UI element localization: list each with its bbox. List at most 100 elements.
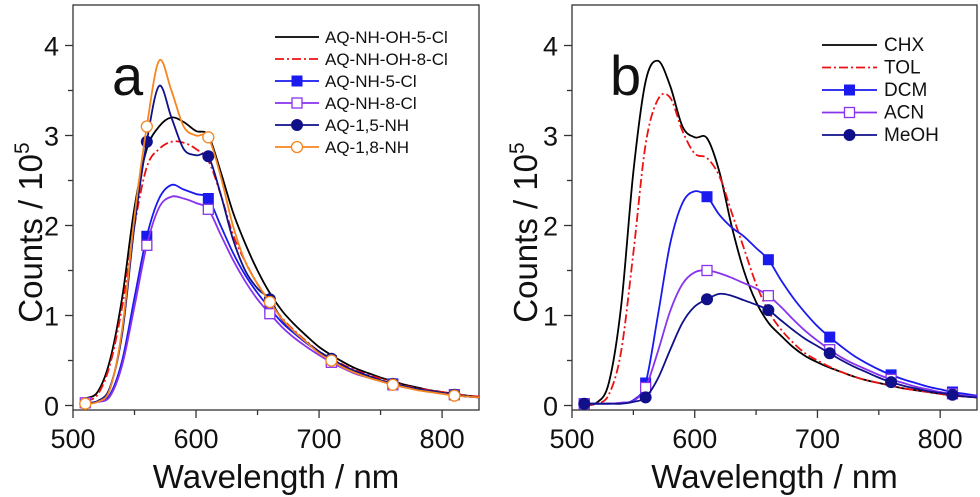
legend-label: CHX: [884, 35, 924, 56]
data-point-marker: [140, 120, 153, 133]
legend-item: CHX: [822, 35, 924, 56]
y-tick-label: 2: [44, 212, 59, 242]
legend-marker-swatch: [291, 97, 303, 109]
data-point-marker: [448, 389, 461, 402]
x-tick-label: 700: [795, 424, 840, 454]
panel-b-plot-frame: [571, 4, 978, 411]
y-tick-label: 1: [543, 302, 558, 332]
data-point-marker: [762, 254, 774, 266]
legend-item: ACN: [822, 103, 924, 124]
legend-marker-swatch: [290, 140, 304, 154]
data-point-marker: [325, 354, 338, 367]
data-point-marker: [639, 391, 652, 404]
series-line-aq-nh-5-cl: [85, 183, 479, 404]
x-tick-label: 700: [297, 424, 342, 454]
legend-marker-swatch: [291, 119, 303, 131]
legend-label: AQ-1,8-NH: [325, 138, 409, 157]
y-tick-label: 0: [543, 392, 558, 422]
data-point-marker: [701, 191, 713, 203]
x-tick-label: 500: [549, 424, 594, 454]
data-point-marker: [824, 331, 836, 343]
panel-a-x-ticks: 500 600 700 800: [50, 410, 465, 454]
legend-label: AQ-1,5-NH: [325, 116, 409, 135]
y-tick-label: 3: [543, 122, 558, 152]
legend-item: MeOH: [822, 125, 939, 146]
y-tick-label: 4: [44, 32, 59, 62]
legend-item: TOL: [822, 58, 921, 79]
data-point-marker: [202, 193, 214, 204]
data-point-marker: [762, 290, 775, 302]
x-tick-label: 600: [672, 424, 717, 454]
data-point-marker: [885, 376, 898, 389]
data-point-marker: [578, 397, 591, 410]
panel-b-x-ticks: 500 600 700 800: [549, 410, 963, 454]
panel-a: 500 600 700 800 0 1 2 3 4 a Wavelength / nm Cou…: [11, 4, 480, 495]
legend-item: AQ-NH-5-Cl: [275, 72, 417, 91]
legend-marker-swatch: [843, 106, 856, 119]
legend-label: ACN: [884, 103, 924, 124]
panel-a-series: [79, 59, 479, 410]
legend-marker-swatch: [291, 75, 303, 87]
y-tick-label: 4: [543, 32, 558, 62]
data-point-marker: [202, 131, 215, 144]
legend-label: AQ-NH-OH-8-Cl: [325, 50, 448, 69]
y-tick-label: 2: [543, 212, 558, 242]
series-line-dcm: [584, 190, 977, 405]
legend-label: MeOH: [884, 125, 939, 146]
series-line-tol: [584, 92, 977, 406]
data-point-marker: [202, 150, 215, 163]
data-point-marker: [264, 308, 276, 320]
panel-a-plot-frame: [72, 4, 480, 411]
y-tick-label: 1: [44, 302, 59, 332]
panel-b-letter: b: [610, 44, 641, 107]
data-point-marker: [140, 135, 153, 148]
panel-a-x-axis-title: Wavelength / nm: [153, 458, 399, 495]
data-point-marker: [762, 304, 775, 317]
legend-label: TOL: [884, 58, 921, 79]
data-point-marker: [701, 264, 713, 277]
panel-b-y-axis-title-main: Counts / 10: [507, 154, 544, 323]
panel-b-y-axis-title-exponent: 5: [506, 142, 529, 154]
data-point-marker: [141, 239, 153, 251]
legend-label: DCM: [884, 80, 927, 101]
panel-b-y-axis-title: Counts / 105: [506, 142, 544, 322]
legend-item: AQ-NH-OH-5-Cl: [275, 28, 448, 47]
x-tick-label: 500: [50, 424, 95, 454]
series-line-aq-nh-8-cl: [85, 195, 479, 404]
legend-marker-swatch: [843, 129, 856, 141]
legend-item: AQ-1,8-NH: [275, 138, 409, 157]
data-point-marker: [701, 293, 713, 306]
series-line-acn: [584, 269, 977, 405]
data-point-marker: [639, 381, 652, 394]
x-tick-label: 600: [173, 424, 218, 454]
panel-a-y-ticks: 0 1 2 3 4: [44, 32, 73, 422]
data-point-marker: [386, 378, 400, 391]
series-line-aq-nh-oh-8-cl: [84, 140, 479, 402]
panel-a-legend: AQ-NH-OH-5-Cl AQ-NH-OH-8-Cl AQ-NH-5-Cl AQ-N…: [275, 28, 448, 157]
legend-label: AQ-NH-8-Cl: [325, 94, 417, 113]
data-point-marker: [202, 203, 214, 215]
legend-item: AQ-NH-OH-8-Cl: [275, 50, 448, 69]
legend-item: DCM: [822, 80, 927, 101]
x-tick-label: 800: [918, 424, 963, 454]
data-point-marker: [823, 347, 836, 360]
panel-a-y-axis-title-exponent: 5: [11, 142, 34, 154]
y-tick-label: 3: [44, 122, 59, 152]
x-tick-label: 800: [420, 424, 465, 454]
panel-a-letter: a: [112, 44, 144, 107]
data-point-marker: [263, 295, 276, 309]
panel-b: 500 600 700 800 0 1 2 3 4 b Wavelength / nm Cou…: [506, 4, 978, 495]
legend-item: AQ-NH-8-Cl: [275, 94, 417, 113]
legend-label: AQ-NH-OH-5-Cl: [325, 28, 448, 47]
y-tick-label: 0: [44, 392, 59, 422]
panel-b-series: [578, 59, 977, 410]
data-point-marker: [946, 388, 959, 401]
panel-a-y-axis-title-main: Counts / 10: [12, 154, 49, 323]
legend-label: AQ-NH-5-Cl: [325, 72, 417, 91]
panel-a-y-axis-title: Counts / 105: [11, 142, 49, 322]
legend-item: AQ-1,5-NH: [275, 116, 409, 135]
series-line-aq-nh-oh-5-cl: [84, 116, 479, 400]
panel-b-y-ticks: 0 1 2 3 4: [543, 32, 572, 422]
